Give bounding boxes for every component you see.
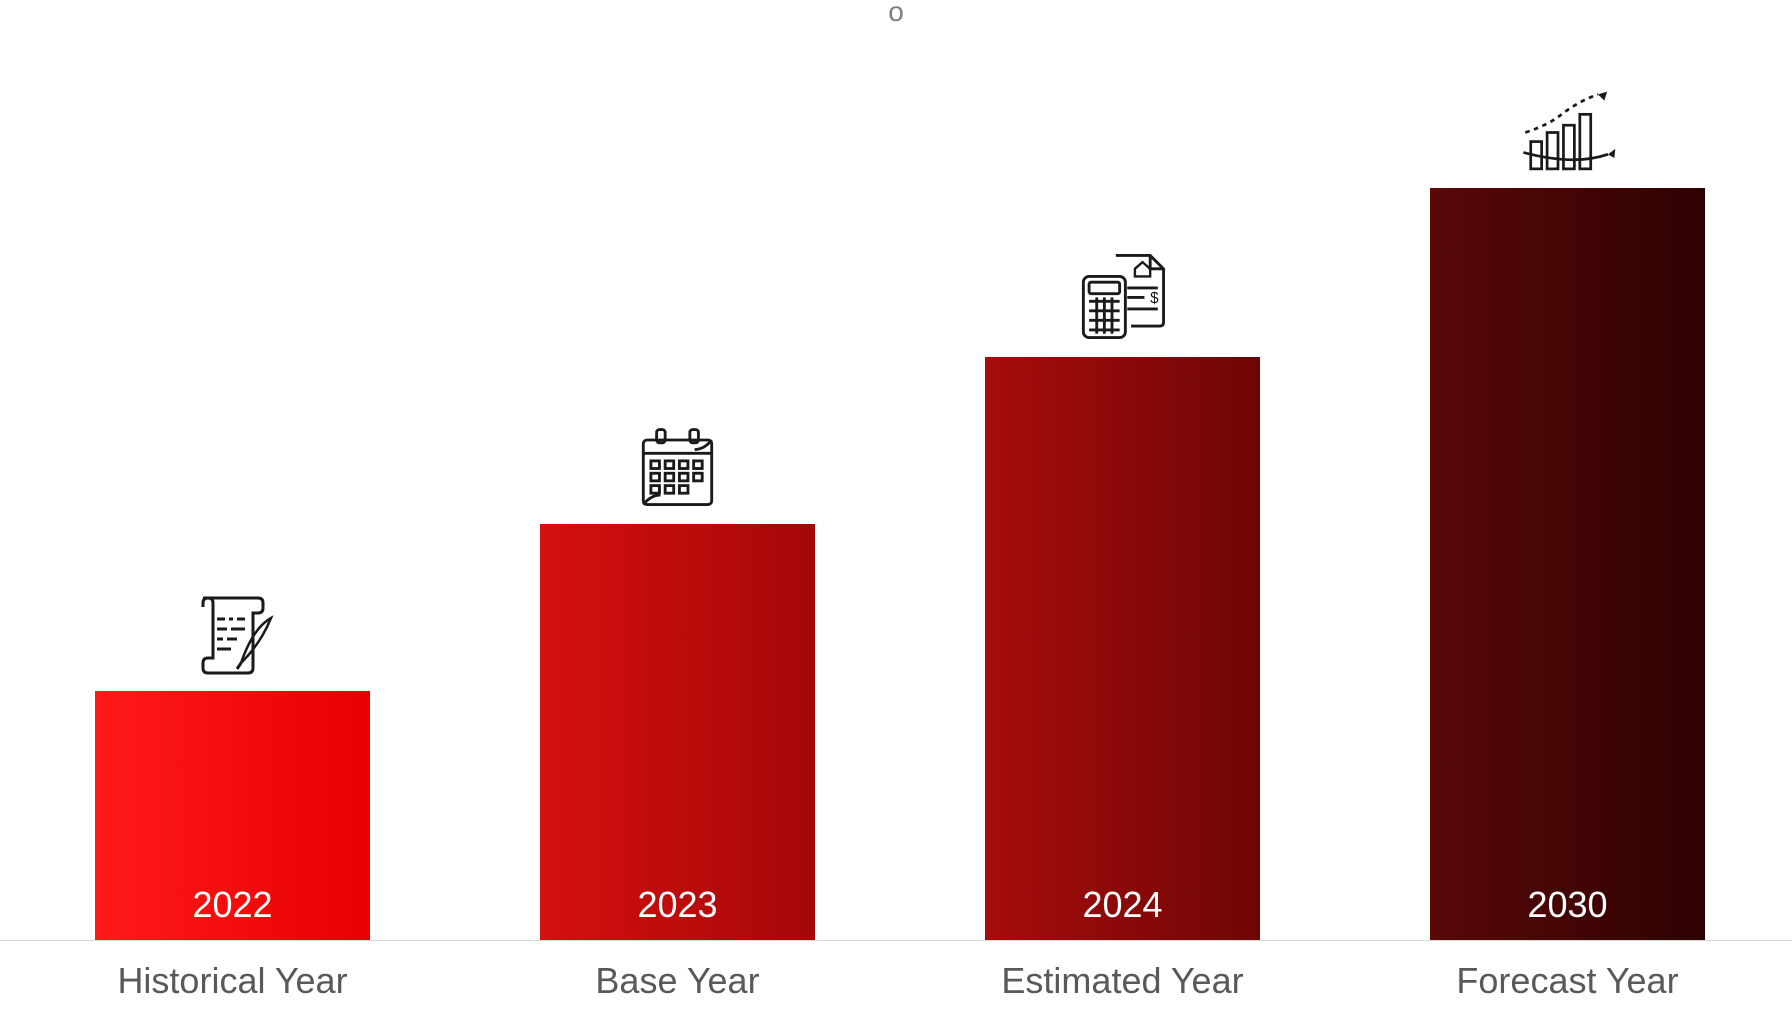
bar: 2022	[95, 691, 370, 940]
bar-group: 2030	[1430, 70, 1705, 940]
growth-chart-icon	[1513, 70, 1623, 180]
axis-label: Estimated Year	[923, 960, 1323, 1002]
bar: 2023	[540, 524, 815, 940]
scroll-quill-icon	[178, 573, 288, 683]
chart-area: 2022 2023	[0, 0, 1792, 941]
calendar-icon	[623, 406, 733, 516]
bar: 2030	[1430, 188, 1705, 940]
bar-group: $ 2024	[985, 239, 1260, 940]
calculator-doc-icon: $	[1068, 239, 1178, 349]
bar-year-label: 2030	[1430, 884, 1705, 926]
bar-year-label: 2023	[540, 884, 815, 926]
bar-year-label: 2024	[985, 884, 1260, 926]
svg-text:$: $	[1150, 290, 1159, 307]
axis-label: Forecast Year	[1368, 960, 1768, 1002]
axis-label: Base Year	[478, 960, 878, 1002]
bar: 2024	[985, 357, 1260, 940]
bar-year-label: 2022	[95, 884, 370, 926]
bar-group: 2022	[95, 573, 370, 940]
bar-group: 2023	[540, 406, 815, 940]
axis-label: Historical Year	[33, 960, 433, 1002]
